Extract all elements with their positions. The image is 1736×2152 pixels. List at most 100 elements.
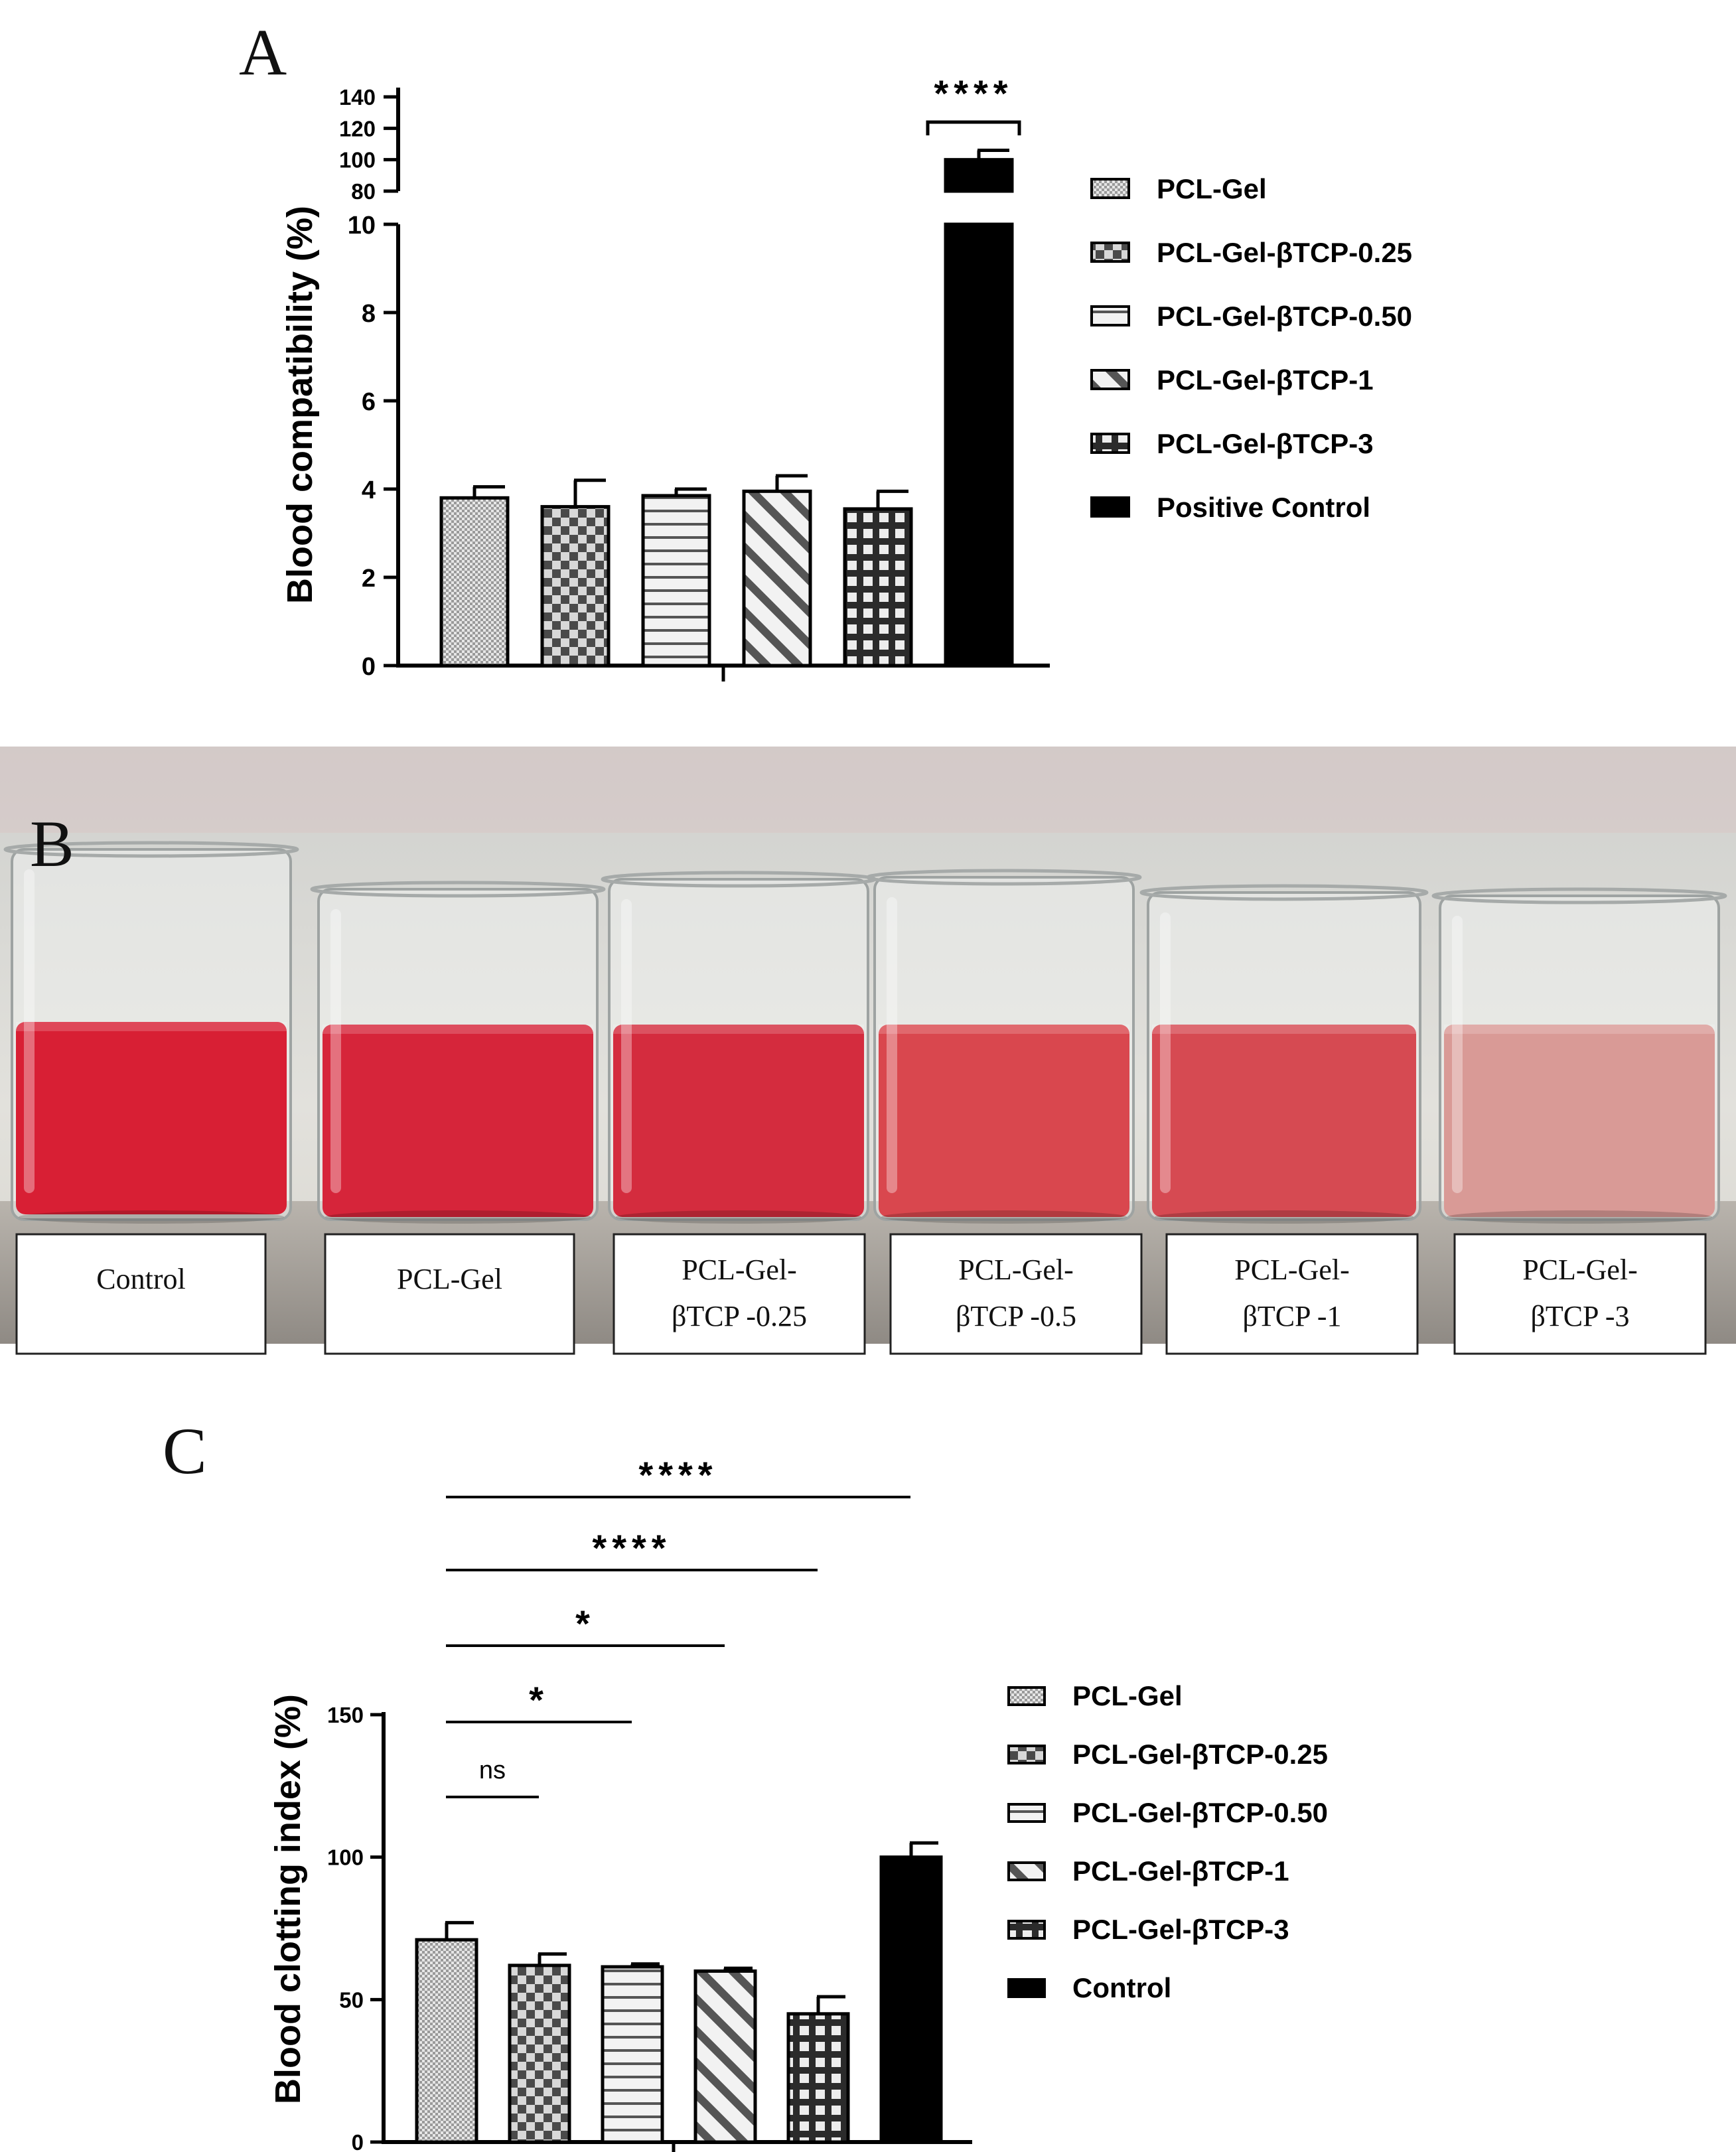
panel-c-legend-label: PCL-Gel: [1072, 1680, 1183, 1711]
panel-a-letter: A: [239, 15, 287, 89]
panel-a-legend-label: PCL-Gel-βTCP-3: [1157, 428, 1374, 459]
panel-a-tick-label: 8: [362, 300, 376, 328]
panel-b-letter: B: [30, 807, 74, 881]
panel-c-tick-label: 50: [339, 1987, 364, 2012]
beaker-liquid: [1444, 1025, 1715, 1217]
beaker-3: [601, 871, 877, 1224]
panel-a-bar-pcl-gel-tcp-3-error: [876, 489, 908, 509]
panel-a-bar-pcl-gel-tcp-0-25-error: [573, 478, 606, 507]
panel-a-tick-label: 100: [339, 148, 376, 173]
panel-c-letter: C: [163, 1414, 207, 1488]
panel-c-bar-control: [879, 1855, 943, 2144]
panel-a-significance-label: ****: [934, 72, 1013, 114]
panel-c-bar-pcl-gel-tcp-3-error: [816, 1995, 845, 2014]
panel-a-tick-label: 140: [339, 85, 376, 109]
panel-a-tick-label: 120: [339, 116, 376, 141]
panel-c-legend-label: Control: [1072, 1972, 1171, 2003]
panel-c-comparison-label: *: [529, 1679, 549, 1721]
beakers: [3, 841, 1727, 1224]
panel-c-bar-pcl-gel-tcp-1-error: [723, 1966, 753, 1972]
beaker-label-box: [1165, 1233, 1419, 1355]
panel-a-legend-label: Positive Control: [1157, 492, 1370, 523]
beaker-5: [1139, 884, 1429, 1224]
panel-a-bar-positive-control-upper: [944, 158, 1014, 193]
photo-countertop: [0, 1201, 1736, 1344]
beaker-label-text: βTCP -0.25: [672, 1300, 807, 1332]
panel-c-bar-pcl-gel-tcp-0-50-error: [630, 1962, 660, 1967]
panel-a-legend-swatch: [1090, 433, 1130, 454]
panel-a-bar-pcl-gel-tcp-0-50-error: [674, 487, 707, 496]
panel-c-legend-swatch: [1007, 1920, 1046, 1940]
panel-a-bar-pcl-gel-tcp-0-50: [641, 494, 711, 668]
beaker-label-text: βTCP -3: [1530, 1300, 1629, 1332]
panel-c-tick-label: 100: [327, 1845, 364, 1870]
beaker-label-box: [1453, 1233, 1707, 1355]
panel-a-legend: PCL-Gel PCL-Gel-βTCP-0.25 PCL-Gel-βTCP-0.5…: [1090, 173, 1412, 523]
panel-a-bars: [439, 148, 1014, 668]
panel-c-comparison-label: ****: [638, 1454, 717, 1496]
panel-c-legend: PCL-Gel PCL-Gel-βTCP-0.25 PCL-Gel-βTCP-0.5…: [1007, 1680, 1328, 2003]
panel-c-legend-swatch: [1007, 1745, 1046, 1764]
beaker-label-box: [889, 1233, 1143, 1355]
beaker-label-text: βTCP -0.5: [956, 1300, 1076, 1332]
panel-a-legend-swatch: [1090, 242, 1130, 263]
panel-a-y-ticks: 0 2 4 6 8 10 80 100 120 140: [339, 85, 398, 681]
panel-a-tick-label: 6: [362, 388, 376, 416]
panel-c-y-axis-title: Blood clotting index (%): [268, 1694, 308, 2104]
beaker-liquid: [1152, 1025, 1416, 1217]
panel-a-tick-label: 2: [362, 565, 376, 593]
panel-c-comparison-label: ****: [592, 1527, 671, 1569]
panel-a-bar-pcl-gel-tcp-1-error: [775, 474, 808, 492]
panel-a-legend-label: PCL-Gel-βTCP-0.25: [1157, 237, 1412, 268]
panel-c-comparisons: ns**********: [446, 1454, 910, 1798]
panel-a-legend-swatch: [1090, 369, 1130, 390]
panel-a-tick-label: 4: [362, 476, 376, 504]
beaker-label-text: PCL-Gel-: [1522, 1254, 1638, 1286]
beaker-liquid: [16, 1022, 287, 1214]
panel-a-tick-label: 0: [362, 653, 376, 681]
beaker-label-box: [15, 1233, 267, 1355]
panel-a-bar-pcl-gel: [439, 496, 510, 668]
beaker-labels: Control PCL-Gel PCL-Gel-βTCP -0.25 PCL-Gel-…: [15, 1233, 1707, 1355]
beaker-label-text: βTCP -1: [1242, 1300, 1341, 1332]
panel-a-bar-pcl-gel-tcp-1: [742, 489, 812, 668]
beaker-liquid: [323, 1025, 593, 1217]
panel-c-bar-pcl-gel-error: [445, 1920, 474, 1940]
panel-c-comparison-label: ns: [479, 1757, 506, 1784]
panel-c-legend-label: PCL-Gel-βTCP-3: [1072, 1914, 1289, 1945]
panel-c-comparison-label: *: [575, 1603, 595, 1644]
panel-a-tick-label: 10: [348, 212, 376, 240]
beaker-label-text: PCL-Gel-: [682, 1254, 797, 1286]
panel-a-bar-pcl-gel-error: [472, 485, 505, 498]
panel-c-y-ticks: 0 50 100 150: [327, 1703, 384, 2152]
panel-a-tick-label: 80: [351, 179, 376, 204]
beaker-label-text: PCL-Gel: [397, 1263, 502, 1295]
panel-c-axes: [382, 1712, 972, 2152]
panel-a-bar-pcl-gel-tcp-0-25: [540, 505, 611, 668]
beaker-liquid: [879, 1025, 1129, 1217]
panel-c-legend-label: PCL-Gel-βTCP-1: [1072, 1855, 1289, 1887]
beaker-2: [310, 881, 606, 1224]
panel-c-legend-label: PCL-Gel-βTCP-0.50: [1072, 1797, 1328, 1828]
panel-c-bar-pcl-gel: [415, 1938, 478, 2144]
panel-a-legend-label: PCL-Gel-βTCP-1: [1157, 364, 1374, 395]
beaker-label-text: Control: [96, 1263, 185, 1295]
beaker-6: [1431, 887, 1727, 1224]
panel-a-legend-swatch: [1090, 178, 1130, 199]
panel-a-bar-positive-control-error: [977, 148, 1009, 160]
beaker-label-box: [613, 1233, 866, 1355]
panel-a: A Blood compatibility (%) 0 2 4 6 8 10 80 100 12…: [239, 15, 1412, 681]
panel-a-legend-swatch: [1090, 496, 1130, 518]
beaker-1: [3, 841, 299, 1224]
panel-a-significance: ****: [926, 72, 1021, 135]
panel-c: C Blood clotting index (%) 0 50 100 150 ns *…: [163, 1414, 1328, 2152]
panel-a-legend-label: PCL-Gel: [1157, 173, 1267, 204]
panel-c-tick-label: 0: [352, 2130, 364, 2152]
panel-a-legend-label: PCL-Gel-βTCP-0.50: [1157, 301, 1412, 332]
beaker-label-text: PCL-Gel-: [958, 1254, 1074, 1286]
beaker-label-text: PCL-Gel-: [1234, 1254, 1350, 1286]
panel-c-legend-label: PCL-Gel-βTCP-0.25: [1072, 1739, 1328, 1770]
panel-b-photo: B Control PCL-Gel PCL-Gel-βTCP -0.25 PCL-Ge…: [0, 747, 1736, 1355]
panel-a-bar-pcl-gel-tcp-3: [843, 507, 913, 668]
